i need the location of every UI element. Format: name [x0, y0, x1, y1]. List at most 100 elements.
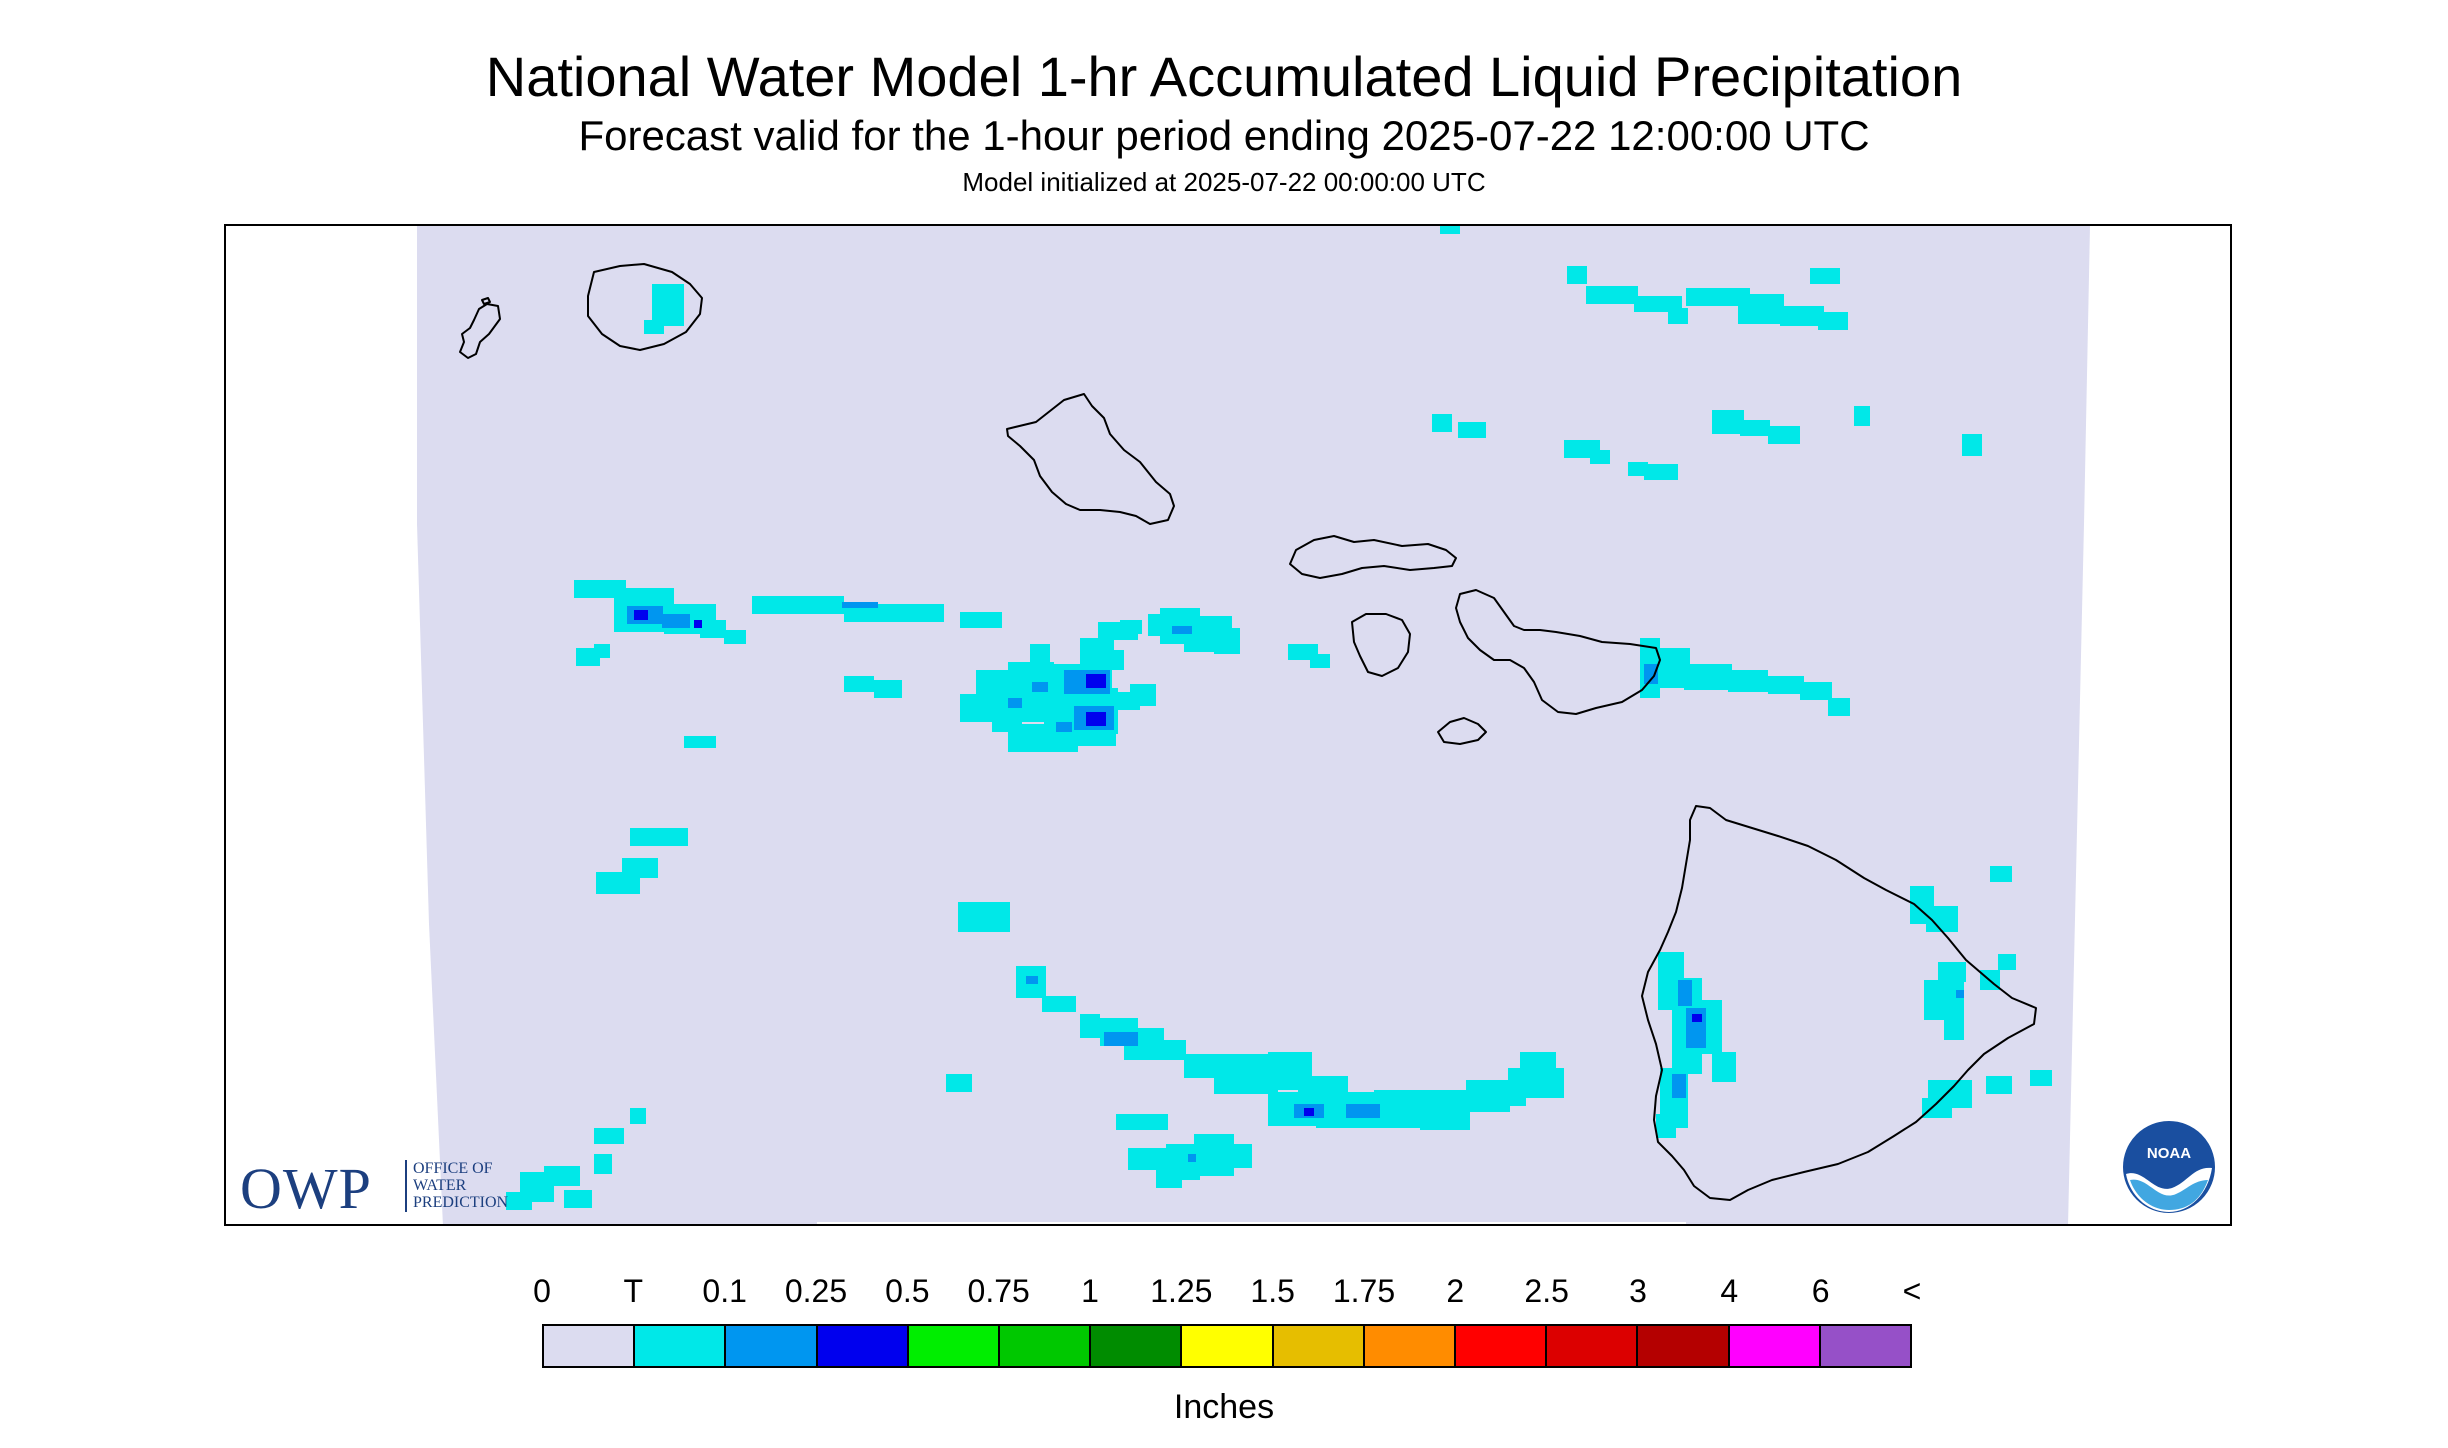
legend-label: 2 [1446, 1273, 1465, 1309]
precip-cell [1214, 628, 1240, 654]
legend-swatch [1456, 1326, 1548, 1366]
precip-cell [1656, 1114, 1676, 1138]
precip-cell [1567, 266, 1587, 284]
legend-swatch [544, 1326, 636, 1366]
precip-cell [1810, 268, 1840, 284]
model-init-line: Model initialized at 2025-07-22 00:00:00… [962, 167, 1486, 197]
precip-cell [1686, 288, 1750, 306]
legend-units: Inches [1173, 1388, 1275, 1426]
precip-cell [1738, 294, 1784, 324]
coastline-niihau [459, 303, 501, 359]
precip-cell [574, 580, 626, 598]
precip-cell [1828, 698, 1850, 716]
precip-cell [1374, 1090, 1424, 1128]
legend-swatch [1364, 1326, 1457, 1366]
precip-cell [1432, 414, 1452, 432]
precip-cell [596, 872, 640, 894]
coastline-big-island [1641, 805, 2037, 1201]
precip-cell [874, 680, 902, 698]
legend-color-bar [542, 1324, 1912, 1368]
legend-swatch [817, 1326, 909, 1366]
precip-cell [1042, 996, 1076, 1012]
legend-label: 0 [533, 1273, 551, 1309]
legend-swatch [908, 1326, 1001, 1366]
precip-cell [1188, 1154, 1196, 1162]
precip-cell [1026, 976, 1038, 984]
coastline-kauai [587, 263, 703, 351]
precip-cell [1854, 406, 1870, 426]
precip-cell [1684, 664, 1732, 690]
precip-cell [1944, 1010, 1964, 1040]
owp-name: OFFICE OF WATER PREDICTION [405, 1160, 508, 1212]
legend-label: 1 [1081, 1273, 1099, 1309]
map-title: National Water Model 1-hr Accumulated Li… [485, 45, 1963, 108]
precip-cell [1938, 962, 1966, 982]
precip-cell [1990, 866, 2012, 882]
precip-cell [1692, 1014, 1702, 1022]
precip-cell [1056, 722, 1072, 732]
precip-cell [1678, 980, 1692, 1006]
precip-cell [1644, 664, 1658, 684]
precip-cell [1104, 1032, 1138, 1046]
owp-name-line: PREDICTION [413, 1194, 509, 1211]
precip-cell [1644, 464, 1678, 480]
precip-cell [1780, 306, 1824, 326]
legend-label: 1.25 [1150, 1273, 1213, 1309]
precip-cell [1998, 954, 2016, 970]
legend-label: 0.5 [885, 1273, 930, 1309]
precip-cell [1466, 1080, 1510, 1112]
legend-swatch [1638, 1326, 1730, 1366]
precip-cell [700, 620, 726, 638]
precip-cell [1956, 990, 1964, 998]
precip-cell [1420, 1090, 1470, 1130]
legend-swatch [1547, 1326, 1639, 1366]
noaa-logo-icon: NOAA [2121, 1119, 2217, 1215]
precip-cell [1156, 1168, 1182, 1188]
precip-cell [844, 676, 874, 692]
coastline-lanai [1351, 613, 1411, 677]
legend-label: 1.5 [1250, 1273, 1295, 1309]
precip-cell [1032, 682, 1048, 692]
precip-cell [1086, 674, 1106, 688]
precip-cell [1458, 422, 1486, 438]
precip-cell [844, 604, 944, 622]
precip-cell [1172, 626, 1192, 634]
precip-cell [1728, 670, 1768, 692]
legend-label: 0.25 [784, 1273, 848, 1309]
precip-cell [544, 1166, 580, 1186]
precip-cell [992, 714, 1022, 732]
precip-cell [724, 630, 746, 644]
precip-cell [1768, 676, 1804, 694]
precip-cell [1628, 462, 1648, 476]
precip-cell [1080, 1014, 1100, 1038]
legend-swatch [726, 1326, 818, 1366]
precip-cell [1712, 1052, 1736, 1082]
precip-cell [1440, 224, 1460, 234]
coastline-maui [1455, 589, 1661, 715]
owp-name-line: WATER [413, 1177, 467, 1194]
legend-swatch [1000, 1326, 1092, 1366]
owp-name-line: OFFICE OF [413, 1160, 493, 1177]
owp-logo-icon: OWP OFFICE OF WATER PREDICTION [240, 1160, 560, 1218]
coastlines [459, 263, 2037, 1201]
precip-cell [1214, 1054, 1278, 1094]
precip-cell [1818, 312, 1848, 330]
precip-cell [594, 644, 610, 658]
precip-cell [958, 902, 1010, 932]
precipitation-map [224, 224, 2232, 1226]
precip-cell [634, 610, 648, 620]
precip-cell [1162, 1040, 1186, 1060]
legend-labels: 0 T 0.1 0.25 0.5 0.75 1 1.25 1.5 1.75 2 2.5 3 4 6 < [0, 1272, 2448, 1312]
precip-cell [564, 1190, 592, 1208]
precip-cell [1116, 1114, 1168, 1130]
precip-cell [1508, 1068, 1564, 1098]
coastline-kahoolawe [1437, 717, 1487, 745]
precip-cell [630, 828, 688, 846]
legend-label: 6 [1811, 1273, 1830, 1309]
precip-cell [1712, 410, 1744, 434]
precip-cell [1986, 1076, 2012, 1094]
legend-label: < [1902, 1273, 1922, 1309]
legend-label: 0.1 [702, 1273, 747, 1309]
legend-swatch [1091, 1326, 1183, 1366]
legend-swatch [1273, 1326, 1365, 1366]
